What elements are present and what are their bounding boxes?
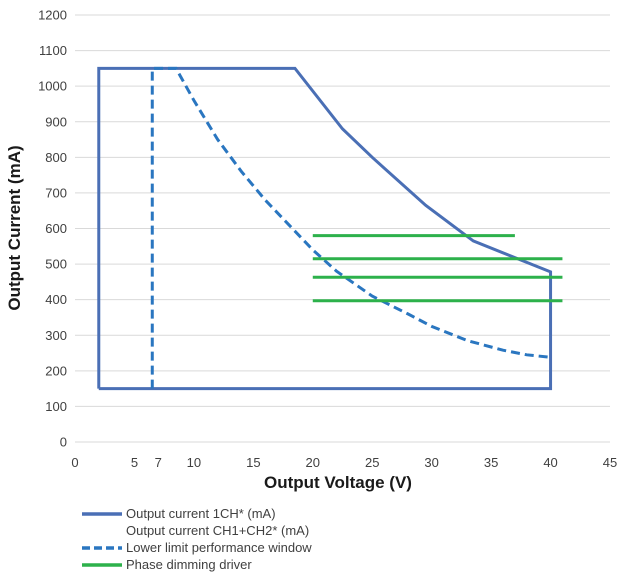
y-tick-label: 600 xyxy=(45,221,67,236)
x-tick-label: 20 xyxy=(306,455,320,470)
legend-label: Output current CH1+CH2* (mA) xyxy=(126,523,310,538)
legend-item-output-current: Output current 1CH* (mA) xyxy=(80,505,312,522)
legend-swatch-dashed-blue xyxy=(80,543,124,553)
series-output-current-line xyxy=(97,66,553,391)
x-tick-label: 40 xyxy=(543,455,557,470)
x-tick-label: 45 xyxy=(603,455,617,470)
legend-item-lower-limit: Lower limit performance window xyxy=(80,539,312,556)
y-tick-label: 700 xyxy=(45,185,67,200)
y-tick-label: 200 xyxy=(45,363,67,378)
legend-label: Output current 1CH* (mA) xyxy=(126,506,276,521)
series-lines xyxy=(97,66,563,391)
chart-svg: 0100200300400500600700800900100011001200… xyxy=(5,8,617,493)
x-tick-label: 0 xyxy=(71,455,78,470)
legend-swatch-solid-blue xyxy=(80,509,124,519)
legend: Output current 1CH* (mA) Output current … xyxy=(80,505,312,573)
legend-label: Lower limit performance window xyxy=(126,540,312,555)
y-tick-label: 0 xyxy=(60,435,67,450)
x-tick-label: 25 xyxy=(365,455,379,470)
y-tick-label: 1000 xyxy=(38,79,67,94)
x-tick-label: 5 xyxy=(131,455,138,470)
y-tick-label: 500 xyxy=(45,257,67,272)
x-tick-label: 30 xyxy=(424,455,438,470)
x-tick-label: 15 xyxy=(246,455,260,470)
legend-item-phase-dimming: Phase dimming driver xyxy=(80,556,312,573)
x-tick-label: 35 xyxy=(484,455,498,470)
x-tick-label: 7 xyxy=(155,455,162,470)
grid xyxy=(75,14,610,443)
x-axis-title: Output Voltage (V) xyxy=(264,473,412,492)
series-lower-limit-line xyxy=(150,66,551,389)
legend-label: Phase dimming driver xyxy=(126,557,252,572)
legend-swatch-solid-green xyxy=(80,560,124,570)
y-axis-title: Output Current (mA) xyxy=(5,145,24,310)
y-tick-label: 400 xyxy=(45,292,67,307)
y-tick-label: 1200 xyxy=(38,8,67,23)
tick-labels: 0100200300400500600700800900100011001200… xyxy=(38,8,617,471)
y-tick-label: 1100 xyxy=(39,43,67,58)
y-tick-label: 800 xyxy=(45,150,67,165)
y-tick-label: 900 xyxy=(45,114,67,129)
x-tick-label: 10 xyxy=(187,455,201,470)
legend-item-output-current-ch1-ch2: Output current CH1+CH2* (mA) xyxy=(80,522,312,539)
y-tick-label: 100 xyxy=(45,399,67,414)
y-tick-label: 300 xyxy=(45,328,67,343)
